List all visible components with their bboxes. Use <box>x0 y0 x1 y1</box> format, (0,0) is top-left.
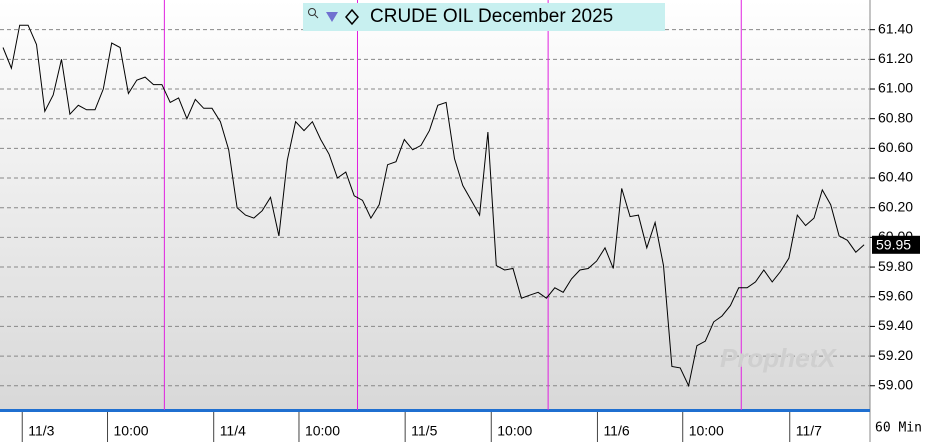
chart-title: CRUDE OIL December 2025 <box>370 6 613 27</box>
zoom-icon[interactable] <box>308 8 316 16</box>
axis-panel <box>870 0 936 442</box>
y-tick-label: 59.80 <box>878 258 913 274</box>
axis-bar <box>0 409 870 412</box>
diamond-icon[interactable] <box>345 8 359 26</box>
x-tick-label: 11/4 <box>220 423 246 439</box>
x-tick-label: 11/6 <box>603 423 629 439</box>
x-tick-label: 10:00 <box>689 423 724 439</box>
x-tick-label: 10:00 <box>305 423 340 439</box>
y-tick-label: 59.00 <box>878 376 913 392</box>
price-line <box>2 24 865 388</box>
title-box <box>303 3 665 31</box>
zoom-icon-handle <box>314 14 319 19</box>
x-tick-label: 11/3 <box>28 423 54 439</box>
x-tick-label: 11/5 <box>411 423 437 439</box>
y-tick-label: 60.80 <box>878 109 913 125</box>
marks: 11/3 10:00 11/4 10:00 11/5 10:00 11/6 10:00 11/7 <box>0 0 870 442</box>
last-value-box <box>872 235 920 254</box>
y-tick-label: 61.20 <box>878 50 913 66</box>
y-tick-label: 61.40 <box>878 20 913 36</box>
y-tick-label: 60.40 <box>878 169 913 185</box>
y-tick-label: 60.20 <box>878 198 913 214</box>
x-tick-label: 10:00 <box>497 423 532 439</box>
watermark: ProphetX <box>720 343 837 373</box>
menu-icon[interactable] <box>326 12 338 22</box>
y-tick-label: 59.20 <box>878 347 913 363</box>
y-tick-label: 61.00 <box>878 80 913 96</box>
last-value-label: 59.95 <box>876 237 911 253</box>
y-tick-label: 59.40 <box>878 317 913 333</box>
interval-label: 60 Min <box>875 421 922 436</box>
plot-area <box>0 0 870 410</box>
y-tick-label: 59.60 <box>878 287 913 303</box>
x-tick-label: 11/7 <box>796 423 822 439</box>
y-tick-label: 60.60 <box>878 139 913 155</box>
x-tick-label: 10:00 <box>114 423 149 439</box>
